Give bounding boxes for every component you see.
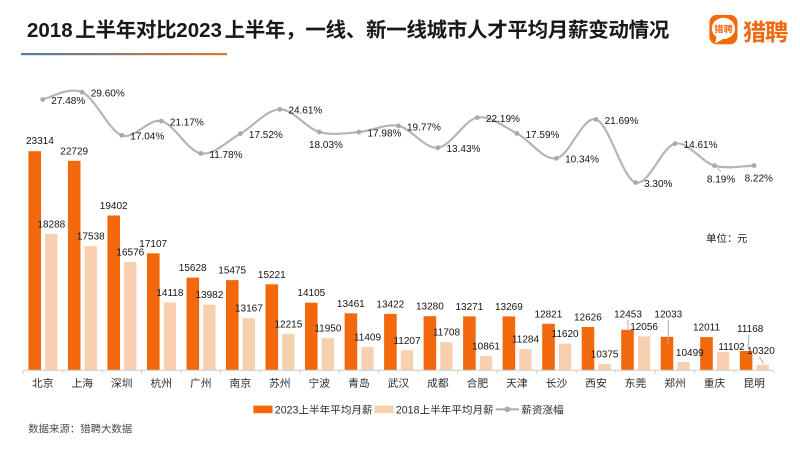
svg-text:11102: 11102 (718, 342, 745, 353)
svg-text:12011: 12011 (693, 323, 721, 334)
svg-text:18.03%: 18.03% (309, 140, 343, 151)
svg-text:21.17%: 21.17% (170, 118, 204, 129)
svg-text:14118: 14118 (156, 288, 184, 299)
svg-text:22729: 22729 (60, 146, 88, 157)
svg-text:2023: 2023 (176, 19, 222, 42)
svg-text:24.61%: 24.61% (288, 106, 322, 117)
svg-text:12033: 12033 (654, 310, 682, 321)
svg-text:12821: 12821 (534, 309, 562, 320)
svg-text:19402: 19402 (100, 201, 128, 212)
svg-text:10861: 10861 (472, 342, 500, 353)
svg-text:13461: 13461 (337, 299, 365, 310)
svg-text:13280: 13280 (416, 302, 444, 313)
svg-text:17538: 17538 (77, 232, 105, 243)
svg-text:12215: 12215 (274, 319, 302, 330)
svg-text:14.61%: 14.61% (684, 140, 718, 151)
svg-text:2023: 2023 (275, 405, 299, 417)
svg-text:12453: 12453 (614, 310, 642, 321)
svg-text:27.48%: 27.48% (51, 96, 85, 107)
svg-text:17.04%: 17.04% (130, 132, 164, 143)
svg-text:2018: 2018 (27, 19, 73, 42)
svg-text:12626: 12626 (574, 313, 602, 324)
svg-text:15628: 15628 (179, 263, 207, 274)
svg-text:17.59%: 17.59% (526, 130, 560, 141)
svg-text:8.19%: 8.19% (707, 175, 735, 186)
svg-text:10.34%: 10.34% (565, 155, 599, 166)
svg-text:10499: 10499 (676, 348, 704, 359)
svg-text:15221: 15221 (258, 270, 286, 281)
svg-text:11620: 11620 (552, 329, 580, 340)
svg-text:14105: 14105 (297, 288, 325, 299)
svg-text:12056: 12056 (630, 322, 658, 333)
svg-text:11284: 11284 (512, 335, 540, 346)
svg-text:23314: 23314 (26, 136, 54, 147)
svg-text:8.22%: 8.22% (745, 174, 773, 185)
svg-text:11168: 11168 (737, 324, 764, 335)
svg-text:22.19%: 22.19% (486, 114, 520, 125)
svg-text:10320: 10320 (747, 346, 775, 357)
svg-text:11.78%: 11.78% (209, 150, 242, 161)
svg-text:13271: 13271 (455, 302, 483, 313)
svg-text:13269: 13269 (495, 302, 523, 313)
svg-text:19.77%: 19.77% (407, 122, 441, 133)
svg-text:11207: 11207 (393, 336, 421, 347)
svg-text:16576: 16576 (116, 248, 144, 259)
svg-text:18288: 18288 (37, 219, 65, 230)
svg-text:13422: 13422 (376, 299, 404, 310)
svg-text:11708: 11708 (433, 328, 461, 339)
svg-text:17107: 17107 (139, 239, 167, 250)
svg-text:13982: 13982 (195, 290, 223, 301)
svg-text:11950: 11950 (314, 324, 342, 335)
svg-text:17.52%: 17.52% (249, 130, 283, 141)
svg-text:21.69%: 21.69% (605, 116, 639, 127)
svg-text:13.43%: 13.43% (447, 144, 481, 155)
svg-text:17.98%: 17.98% (368, 129, 402, 140)
svg-text:11409: 11409 (354, 333, 382, 344)
svg-text:13167: 13167 (235, 304, 263, 315)
svg-text:3.30%: 3.30% (644, 179, 672, 190)
svg-text:2018: 2018 (396, 405, 420, 417)
svg-text:15475: 15475 (218, 266, 246, 277)
svg-text:29.60%: 29.60% (91, 89, 125, 100)
svg-text:10375: 10375 (591, 350, 619, 361)
